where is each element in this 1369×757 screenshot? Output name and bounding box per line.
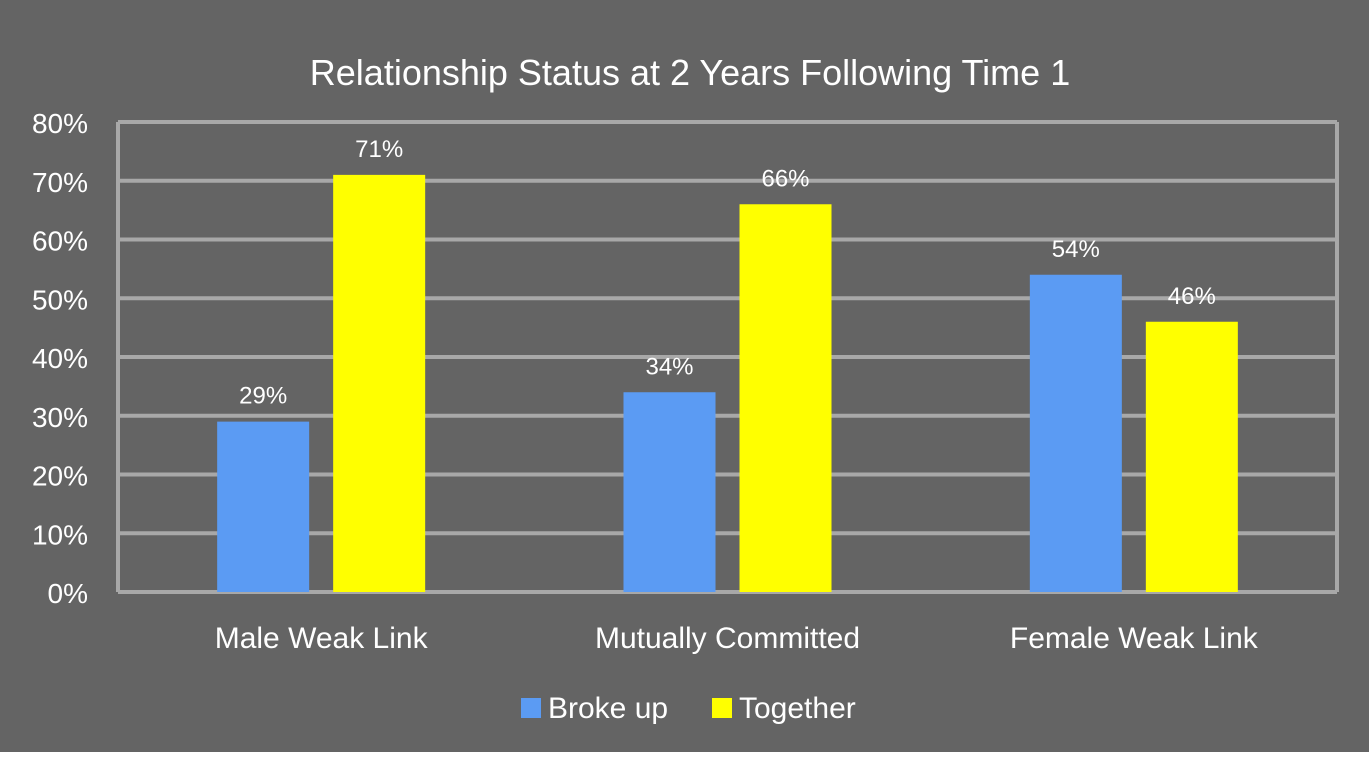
y-tick-label: 60% (32, 226, 88, 257)
y-tick-label: 80% (32, 108, 88, 139)
data-label: 46% (1168, 283, 1216, 310)
data-labels: 29% 71% 34% 66% 54% 46% (239, 136, 1216, 410)
y-tick-label: 20% (32, 461, 88, 492)
legend-label: Together (739, 692, 856, 725)
gridlines (116, 120, 1339, 594)
y-tick-label: 70% (32, 167, 88, 198)
legend-swatch (712, 698, 732, 718)
data-label: 54% (1052, 236, 1100, 263)
bar (739, 204, 832, 592)
y-tick-label: 50% (32, 284, 88, 315)
legend-swatch (521, 698, 541, 718)
x-axis-tick-labels: Male Weak Link Mutually Committed Female W… (215, 622, 1259, 655)
y-tick-label: 30% (32, 402, 88, 433)
data-label: 66% (761, 165, 809, 192)
x-tick-label: Mutually Committed (595, 622, 860, 655)
bar (623, 392, 716, 592)
y-tick-label: 10% (32, 519, 88, 550)
bar (217, 421, 310, 592)
bar (333, 174, 426, 592)
bar (1145, 321, 1238, 592)
bar (1029, 274, 1122, 592)
bars (217, 174, 1238, 592)
y-tick-label: 0% (48, 578, 88, 609)
legend-label: Broke up (548, 692, 668, 725)
chart-title: Relationship Status at 2 Years Following… (310, 52, 1070, 93)
legend: Broke up Together (521, 692, 856, 725)
data-label: 34% (645, 353, 693, 380)
x-tick-label: Male Weak Link (215, 622, 429, 655)
y-axis-tick-labels: 0% 10% 20% 30% 40% 50% 60% 70% 80% (32, 108, 88, 609)
data-label: 29% (239, 383, 287, 410)
y-tick-label: 40% (32, 343, 88, 374)
x-tick-label: Female Weak Link (1010, 622, 1259, 655)
data-label: 71% (355, 136, 403, 163)
